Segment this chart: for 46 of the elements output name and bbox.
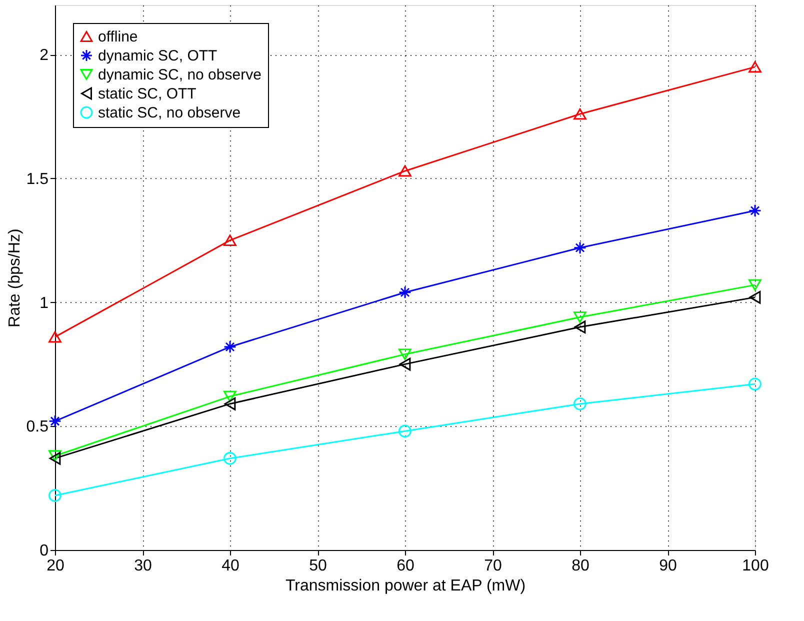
point <box>224 234 236 246</box>
x-tick-label: 80 <box>572 558 590 574</box>
y-tick-label: 1 <box>40 294 49 312</box>
x-axis-title: Transmission power at EAP (mW) <box>285 578 526 594</box>
point <box>748 61 762 73</box>
point <box>224 452 236 465</box>
x-tick-label: 90 <box>659 558 677 574</box>
y-axis-title: Rate (bps/Hz) <box>6 228 24 328</box>
point <box>398 424 412 438</box>
point <box>398 165 412 177</box>
point <box>574 241 586 254</box>
x-tick-label: 40 <box>222 558 240 574</box>
point <box>574 320 586 334</box>
legend-label: offline <box>98 28 138 46</box>
point <box>748 378 762 390</box>
point <box>574 397 586 410</box>
point <box>748 204 762 218</box>
point <box>398 286 412 299</box>
x-tick-label: 60 <box>396 558 414 574</box>
point <box>748 279 762 291</box>
point <box>224 397 236 410</box>
point <box>749 290 761 304</box>
legend-label: dynamic SC, no observe <box>98 66 262 84</box>
y-tick-label: 0 <box>40 542 49 560</box>
point <box>574 108 586 120</box>
point <box>399 358 411 371</box>
legend-label: static SC, no observe <box>98 104 241 122</box>
legend-label: dynamic SC, OTT <box>98 48 218 64</box>
point <box>49 452 61 465</box>
x-tick-label: 20 <box>46 558 64 574</box>
y-tick-label: 1.5 <box>26 170 49 188</box>
point <box>48 331 62 343</box>
point <box>48 450 62 462</box>
point <box>224 340 236 354</box>
point <box>48 489 62 502</box>
point <box>224 390 236 402</box>
x-tick-label: 50 <box>309 558 327 574</box>
point <box>574 311 586 323</box>
point <box>48 414 62 428</box>
x-tick-label: 70 <box>484 558 502 574</box>
y-tick-label: 2 <box>40 47 49 64</box>
y-tick-label: 0.5 <box>26 418 49 436</box>
x-tick-label: 30 <box>134 558 152 574</box>
point <box>398 348 412 360</box>
legend-label: static SC, OTT <box>98 86 196 102</box>
x-tick-label: 100 <box>742 558 769 574</box>
